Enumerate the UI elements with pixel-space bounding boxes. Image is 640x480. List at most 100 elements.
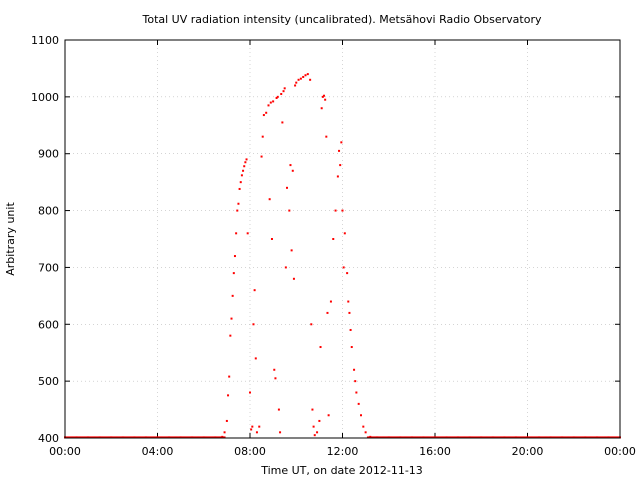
plot-frame	[64, 39, 621, 439]
data-point	[354, 380, 357, 383]
baseline-point	[427, 436, 430, 439]
baseline-point	[65, 436, 68, 439]
baseline-point	[90, 436, 93, 439]
data-point	[364, 431, 367, 434]
baseline-point	[517, 436, 520, 439]
baseline-point	[430, 436, 433, 439]
baseline-point	[198, 436, 201, 439]
baseline-point	[412, 436, 415, 439]
data-point	[273, 368, 276, 371]
baseline-point	[471, 436, 473, 439]
baseline-point	[109, 436, 112, 439]
baseline-point	[423, 436, 426, 439]
baseline-point	[588, 436, 591, 439]
baseline-point	[193, 436, 196, 439]
data-point	[353, 368, 356, 371]
baseline-point	[177, 436, 180, 439]
baseline-point	[209, 436, 212, 439]
data-point	[457, 436, 460, 439]
data-point	[595, 436, 598, 439]
baseline-point	[131, 436, 134, 439]
baseline-point	[496, 436, 499, 439]
x-tick-label: 20:00	[512, 445, 544, 458]
baseline-point	[444, 436, 447, 439]
data-point	[156, 436, 159, 439]
baseline-point	[498, 436, 501, 439]
data-point	[299, 77, 302, 80]
data-point	[279, 431, 282, 434]
baseline-point	[73, 436, 76, 439]
data-point	[179, 436, 182, 439]
baseline-point	[520, 436, 523, 439]
baseline-point	[483, 436, 486, 439]
data-point	[235, 232, 238, 235]
baseline-point	[542, 436, 545, 439]
baseline-point	[72, 436, 75, 439]
data-point	[399, 436, 402, 439]
data-point	[607, 436, 610, 439]
baseline-point	[557, 436, 560, 439]
baseline-point	[599, 436, 602, 439]
baseline-point	[183, 436, 186, 439]
data-point	[294, 84, 297, 87]
baseline-point	[505, 436, 508, 439]
baseline-point	[587, 436, 590, 439]
data-point	[280, 93, 283, 96]
baseline-point	[501, 436, 504, 439]
baseline-point	[513, 436, 516, 439]
baseline-point	[451, 436, 454, 439]
baseline-point	[74, 436, 77, 439]
baseline-point	[578, 436, 581, 439]
baseline-point	[380, 436, 383, 439]
baseline-point	[190, 436, 193, 439]
data-point	[291, 169, 294, 172]
data-point	[223, 431, 226, 434]
baseline-point	[466, 436, 469, 439]
baseline-point	[149, 436, 152, 439]
data-point	[376, 436, 379, 439]
data-point	[561, 436, 564, 439]
baseline-point	[603, 436, 606, 439]
data-point	[270, 238, 273, 240]
baseline-point	[458, 436, 461, 439]
baseline-point	[103, 436, 106, 439]
baseline-point	[403, 436, 406, 439]
baseline-point	[378, 436, 381, 439]
baseline-point	[401, 436, 404, 439]
baseline-point	[101, 436, 103, 439]
baseline-point	[555, 436, 558, 439]
data-point	[121, 436, 124, 439]
baseline-point	[143, 436, 146, 439]
data-point	[289, 164, 292, 167]
baseline-point	[166, 436, 169, 439]
baseline-point	[585, 436, 588, 439]
baseline-point	[416, 436, 419, 439]
baseline-point	[397, 436, 399, 439]
baseline-point	[449, 436, 452, 439]
baseline-point	[95, 436, 98, 439]
y-tick-label: 600	[38, 318, 59, 331]
baseline-point	[205, 436, 208, 439]
baseline-point	[173, 436, 176, 439]
baseline-point	[91, 436, 94, 439]
baseline-point	[388, 436, 391, 439]
data-point	[445, 436, 448, 439]
baseline-point	[605, 436, 608, 439]
baseline-point	[543, 436, 546, 439]
data-point	[311, 408, 314, 411]
y-tick-label: 700	[38, 261, 59, 274]
data-point	[297, 78, 300, 81]
data-point	[281, 121, 284, 124]
baseline-point	[212, 436, 214, 439]
baseline-point	[185, 436, 188, 439]
baseline-point	[150, 436, 153, 439]
baseline-point	[523, 436, 526, 439]
baseline-point	[516, 436, 519, 439]
baseline-point	[116, 436, 119, 439]
baseline-point	[545, 436, 547, 439]
baseline-point	[586, 436, 589, 439]
baseline-point	[565, 436, 568, 439]
y-tick-label: 800	[38, 205, 59, 218]
baseline-point	[147, 436, 150, 439]
baseline-point	[615, 436, 618, 439]
